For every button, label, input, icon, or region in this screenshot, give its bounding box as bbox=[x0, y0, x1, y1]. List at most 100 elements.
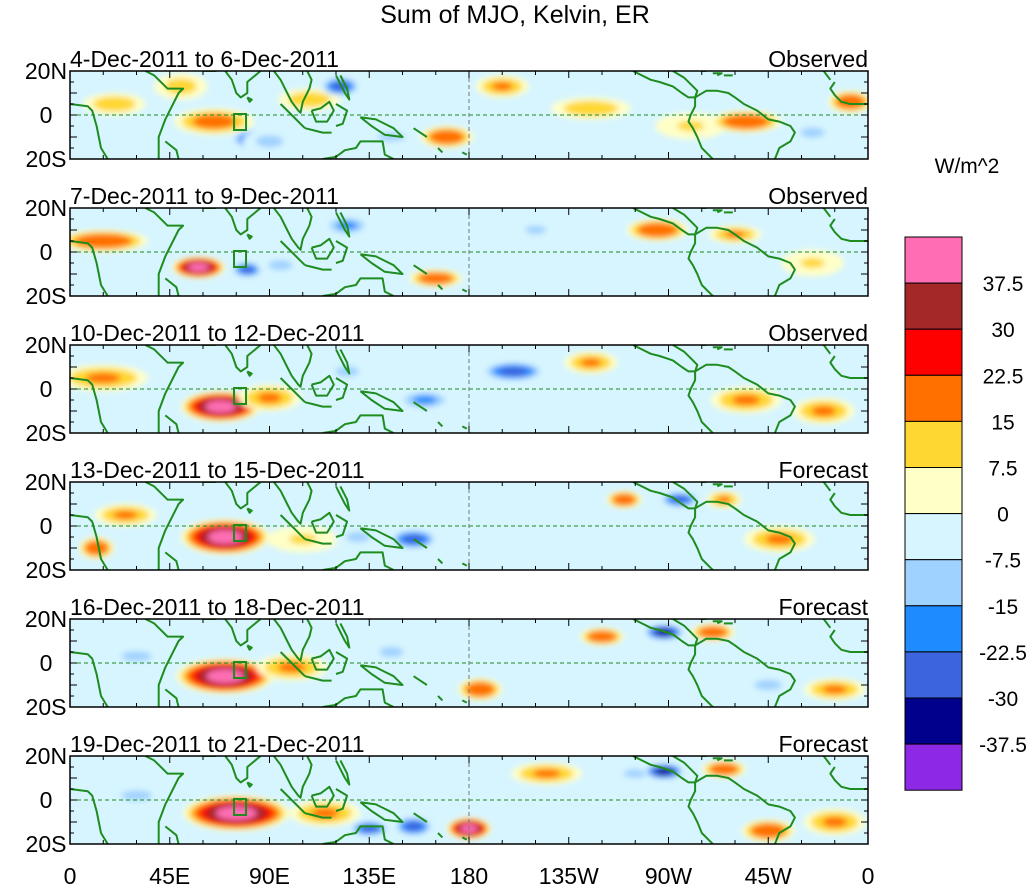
panel-field bbox=[70, 71, 868, 159]
y-tick-label: 0 bbox=[40, 650, 53, 676]
region-box bbox=[233, 524, 248, 542]
panel-4: 20N 0 20S 13-Dec-2011 to 15-Dec-2011 Forecas… bbox=[25, 457, 869, 583]
anomaly-contour bbox=[510, 509, 539, 521]
colorbar-swatch bbox=[904, 605, 963, 653]
anomaly-contour bbox=[765, 534, 794, 545]
panel-period: 13-Dec-2011 to 15-Dec-2011 bbox=[70, 457, 365, 483]
coastline bbox=[70, 240, 109, 296]
coastline bbox=[144, 756, 185, 844]
colorbar-label: -37.5 bbox=[979, 734, 1027, 757]
coastline bbox=[413, 127, 428, 138]
colorbar-label: -15 bbox=[988, 596, 1018, 619]
coastline bbox=[829, 766, 868, 790]
coastline bbox=[279, 788, 306, 814]
coastline bbox=[829, 218, 868, 242]
anomaly-contour bbox=[465, 682, 495, 697]
colorbar-swatch bbox=[904, 328, 963, 376]
coastline bbox=[164, 277, 180, 296]
coastline bbox=[164, 140, 180, 159]
coastline bbox=[359, 390, 404, 412]
anomaly-contour bbox=[580, 358, 602, 367]
colorbar-label: 22.5 bbox=[983, 365, 1024, 388]
coastline bbox=[273, 345, 313, 388]
coastline bbox=[310, 374, 335, 397]
anomaly-contour bbox=[206, 669, 245, 684]
coastline bbox=[279, 651, 306, 677]
coastline bbox=[694, 89, 796, 159]
anomaly-contour bbox=[205, 400, 237, 413]
coastline bbox=[461, 151, 468, 156]
panel-period: 7-Dec-2011 to 9-Dec-2011 bbox=[70, 183, 339, 209]
coastline bbox=[335, 74, 351, 101]
anomaly-contour bbox=[257, 392, 282, 403]
coastline bbox=[632, 619, 699, 647]
coastline bbox=[822, 482, 832, 492]
anomaly-contour bbox=[835, 94, 865, 109]
coastline bbox=[279, 240, 306, 266]
coastline bbox=[322, 140, 395, 159]
anomaly-contour bbox=[188, 263, 209, 272]
coastline bbox=[304, 264, 332, 271]
coastline bbox=[712, 72, 723, 77]
panel-field bbox=[70, 482, 868, 570]
coastline bbox=[712, 620, 723, 625]
y-tick-label: 20N bbox=[25, 195, 67, 221]
coastline bbox=[359, 801, 404, 823]
coastline bbox=[632, 345, 699, 373]
coastline bbox=[335, 514, 349, 538]
coastline bbox=[273, 208, 313, 251]
anomaly-contour bbox=[215, 806, 257, 821]
coastline bbox=[144, 619, 185, 707]
anomaly-contour bbox=[732, 394, 760, 406]
coastline bbox=[687, 97, 714, 159]
coastline bbox=[70, 377, 109, 433]
coastline bbox=[822, 756, 832, 766]
panel-status: Forecast bbox=[779, 457, 869, 483]
coastline bbox=[413, 675, 428, 686]
colorbar-swatch bbox=[904, 374, 963, 422]
region-box bbox=[233, 661, 248, 679]
anomaly-contour bbox=[717, 496, 731, 504]
coastline bbox=[437, 421, 444, 428]
coastline bbox=[310, 100, 335, 123]
anomaly-contour bbox=[563, 100, 619, 116]
coastline bbox=[70, 651, 109, 707]
colorbar-units: W/m^2 bbox=[935, 155, 1000, 178]
anomaly-contour bbox=[121, 651, 152, 662]
anomaly-contour bbox=[670, 496, 689, 504]
y-tick-label: 20N bbox=[25, 606, 67, 632]
coastline bbox=[413, 538, 428, 549]
anomaly-contour bbox=[288, 92, 331, 108]
panel-status: Forecast bbox=[779, 731, 869, 757]
panel-status: Observed bbox=[768, 320, 868, 346]
panel-period: 4-Dec-2011 to 6-Dec-2011 bbox=[70, 46, 339, 72]
panel-status: Observed bbox=[768, 183, 868, 209]
panel-period: 16-Dec-2011 to 18-Dec-2011 bbox=[70, 594, 365, 620]
colorbar-swatch bbox=[904, 236, 963, 284]
coastline bbox=[822, 71, 832, 81]
coastline bbox=[359, 116, 404, 138]
panel-1: 20N 0 20S 4-Dec-2011 to 6-Dec-2011 Observed bbox=[25, 46, 869, 172]
anomaly-contour bbox=[289, 534, 317, 545]
colorbar-swatch bbox=[904, 559, 963, 607]
coastline bbox=[224, 208, 262, 236]
coastline bbox=[164, 688, 180, 707]
coastline bbox=[694, 774, 796, 844]
y-tick-label: 20S bbox=[26, 831, 67, 857]
panel-2: 20N 0 20S 7-Dec-2011 to 9-Dec-2011 Observed bbox=[25, 183, 869, 309]
coastline bbox=[246, 370, 253, 377]
anomaly-contour bbox=[637, 222, 678, 238]
coastline bbox=[829, 629, 868, 653]
colorbar-label: 37.5 bbox=[983, 273, 1024, 296]
coastline bbox=[322, 277, 395, 296]
anomaly-contour bbox=[723, 114, 770, 129]
coastline bbox=[273, 482, 313, 525]
x-axis: 0 45E 90E 135E 180 135W 90W 45W 0 bbox=[64, 863, 875, 889]
coastline bbox=[273, 756, 313, 799]
coastline bbox=[164, 551, 180, 570]
anomaly-contour bbox=[403, 534, 424, 544]
anomaly-contour bbox=[86, 372, 121, 384]
coastline bbox=[461, 288, 468, 293]
coastline bbox=[822, 619, 832, 629]
x-tick-label: 90W bbox=[645, 863, 693, 889]
